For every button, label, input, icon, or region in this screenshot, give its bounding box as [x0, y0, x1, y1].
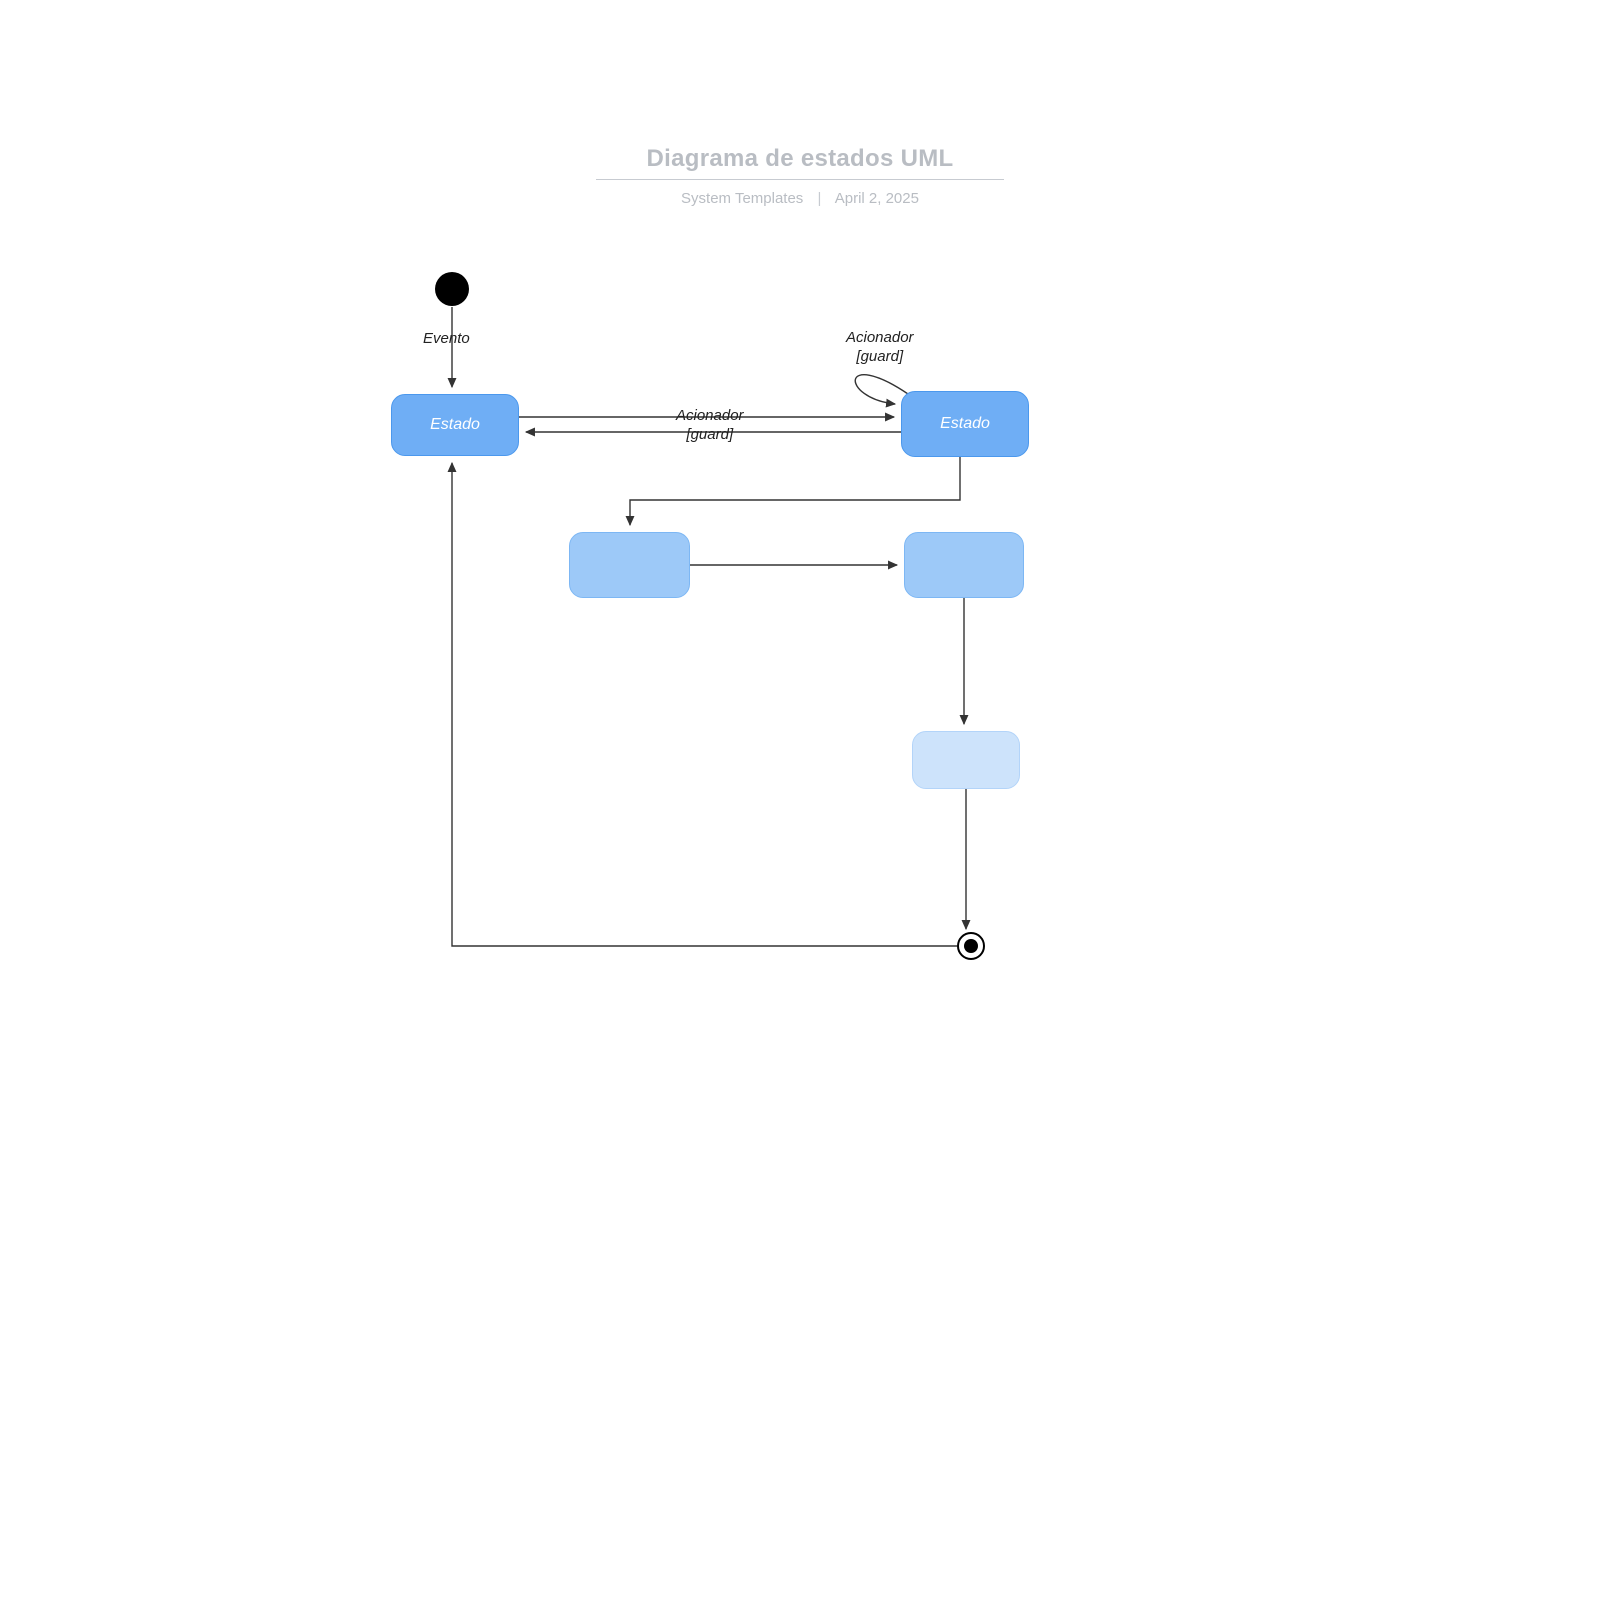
final-state-inner	[964, 939, 978, 953]
state-node-state2: Estado	[901, 391, 1029, 457]
edge-label-lbl_acionador_self: Acionador[guard]	[846, 329, 914, 367]
state-node-state4	[904, 532, 1024, 598]
edge-label-lbl_acionador_mid: Acionador[guard]	[676, 407, 744, 445]
diagram-edges	[0, 0, 1600, 1600]
state-node-label: Estado	[940, 415, 990, 433]
edge-e_end_s1	[452, 463, 957, 946]
edge-e_s2_self	[855, 375, 908, 404]
final-state-node	[957, 932, 985, 960]
initial-state-node	[435, 272, 469, 306]
diagram-canvas: Estado Estado Evento Acionador[guard] Acion…	[0, 0, 1600, 1600]
edge-e_s2_s3	[630, 457, 960, 525]
state-node-state5	[912, 731, 1020, 789]
state-node-state3	[569, 532, 690, 598]
edge-label-lbl_evento: Evento	[423, 330, 470, 349]
state-node-state1: Estado	[391, 394, 519, 456]
state-node-label: Estado	[430, 416, 480, 434]
